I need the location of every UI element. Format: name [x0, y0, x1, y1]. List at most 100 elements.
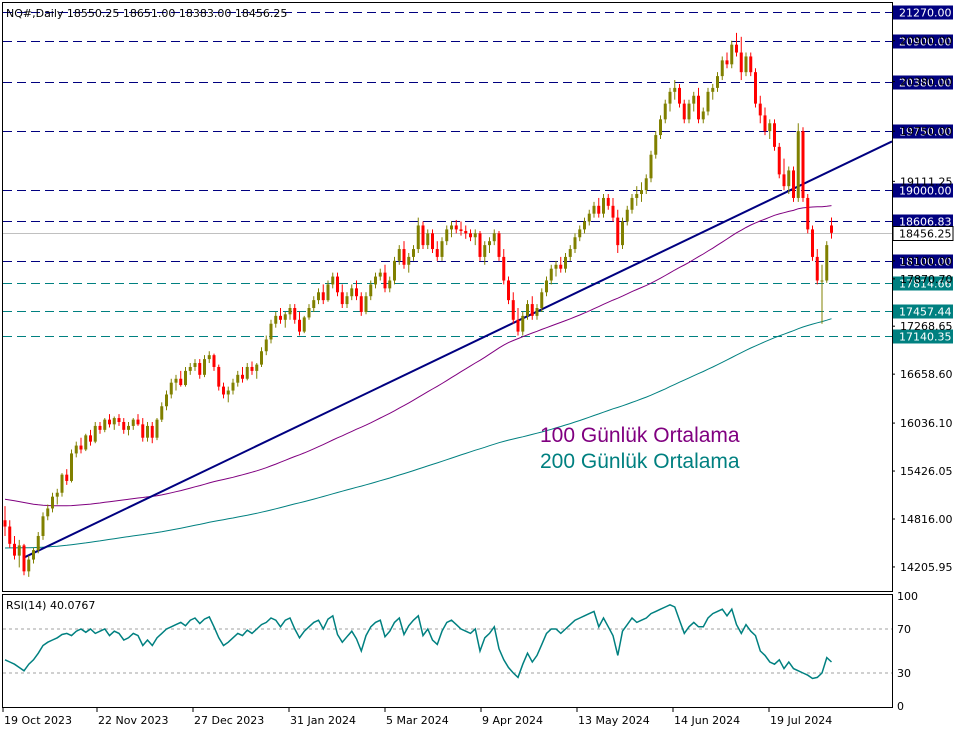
- candle-body: [226, 390, 230, 395]
- candle-body: [279, 315, 282, 320]
- candle-body: [568, 249, 572, 257]
- candle-body: [697, 95, 700, 120]
- candle-body: [792, 170, 795, 198]
- level-label: 19750.00: [899, 126, 952, 139]
- trendline: [24, 140, 893, 558]
- candle-body: [606, 197, 610, 206]
- candle-body: [830, 225, 833, 233]
- y-tick-label: 17870.70: [900, 273, 953, 286]
- candle-body: [454, 225, 458, 230]
- x-tick-label: 13 May 2024: [578, 714, 650, 727]
- candle-body: [464, 230, 468, 234]
- candle-body: [735, 44, 738, 53]
- candle-body: [321, 292, 325, 301]
- candle-body: [549, 268, 553, 281]
- candle-body: [478, 233, 482, 257]
- candle-body: [3, 520, 7, 527]
- candle-body: [521, 315, 525, 332]
- candle-body: [806, 197, 810, 230]
- candle-body: [136, 419, 140, 425]
- candle-body: [397, 249, 401, 261]
- main-plot-frame: [2, 2, 893, 592]
- candle-body: [782, 174, 786, 187]
- candle-body: [155, 419, 159, 438]
- candle-body: [431, 233, 434, 250]
- candle-body: [545, 280, 548, 293]
- candle-body: [141, 424, 145, 438]
- candle-body: [602, 197, 605, 214]
- candle-body: [355, 288, 358, 297]
- candle-body: [654, 135, 658, 155]
- candle-body: [298, 319, 301, 332]
- candle-body: [98, 425, 102, 430]
- candle-body: [250, 366, 254, 371]
- candle-body: [302, 317, 306, 332]
- level-label: 17814.66: [899, 278, 952, 291]
- candle-body: [649, 154, 653, 179]
- candle-body: [825, 245, 829, 281]
- candle-body: [711, 87, 715, 92]
- candle-body: [374, 276, 377, 285]
- y-tick-label: 16658.60: [900, 368, 953, 381]
- candle-body: [435, 249, 439, 257]
- candle-body: [725, 60, 729, 65]
- current-price-label: 18456.25: [899, 228, 952, 241]
- candle-body: [32, 550, 35, 560]
- candle-body: [283, 314, 287, 320]
- x-tick-label: 22 Nov 2023: [98, 714, 168, 727]
- candle-body: [421, 225, 425, 246]
- candle-body: [117, 418, 121, 422]
- candle-body: [678, 87, 681, 104]
- candle-body: [345, 296, 349, 305]
- candle-body: [535, 308, 539, 316]
- rsi-y-tick-label: 0: [897, 700, 904, 713]
- x-tick-label: 19 Jul 2024: [770, 714, 832, 727]
- candle-body: [511, 300, 515, 320]
- x-tick-label: 27 Dec 2023: [194, 714, 264, 727]
- candle-body: [55, 492, 59, 497]
- candle-body: [483, 245, 487, 257]
- candle-body: [17, 545, 21, 556]
- trendline-layer: [24, 140, 893, 558]
- level-tag: [893, 329, 953, 344]
- candle-body: [350, 288, 354, 297]
- candle-body: [79, 445, 83, 450]
- candle-body: [706, 91, 710, 112]
- candle-body: [625, 209, 629, 222]
- y-tick-label: 20380.00: [900, 76, 953, 89]
- legend-ma200: 200 Günlük Ortalama: [540, 450, 740, 473]
- candle-body: [36, 535, 40, 551]
- candle-body: [74, 445, 78, 454]
- x-tick-label: 19 Oct 2023: [4, 714, 72, 727]
- candle-body: [526, 304, 529, 316]
- candle-body: [407, 256, 411, 265]
- level-tag: [893, 34, 953, 49]
- candle-body: [644, 178, 648, 191]
- candle-body: [383, 272, 387, 289]
- candle-body: [112, 418, 116, 425]
- candle-body: [236, 374, 240, 383]
- candle-body: [554, 264, 558, 269]
- rsi-y-tick-label: 30: [897, 667, 911, 680]
- candle-body: [587, 213, 591, 222]
- candle-body: [516, 319, 520, 332]
- candle-body: [264, 339, 268, 352]
- candle-body: [507, 280, 510, 301]
- level-label: 20380.00: [899, 77, 952, 90]
- level-label: 21270.00: [899, 7, 952, 20]
- candle-body: [445, 229, 449, 242]
- candle-body: [416, 225, 420, 250]
- candle-body: [578, 229, 582, 238]
- candle-body: [131, 419, 135, 426]
- ma200-line: [4, 318, 832, 549]
- y-tick-label: 19111.25: [900, 175, 953, 188]
- candle-body: [222, 386, 225, 395]
- candle-body: [749, 56, 753, 73]
- level-label: 17140.35: [899, 331, 952, 344]
- candle-body: [450, 225, 453, 230]
- candle-body: [777, 146, 781, 175]
- candle-body: [426, 233, 430, 246]
- candle-body: [331, 276, 335, 285]
- candle-body: [530, 304, 534, 316]
